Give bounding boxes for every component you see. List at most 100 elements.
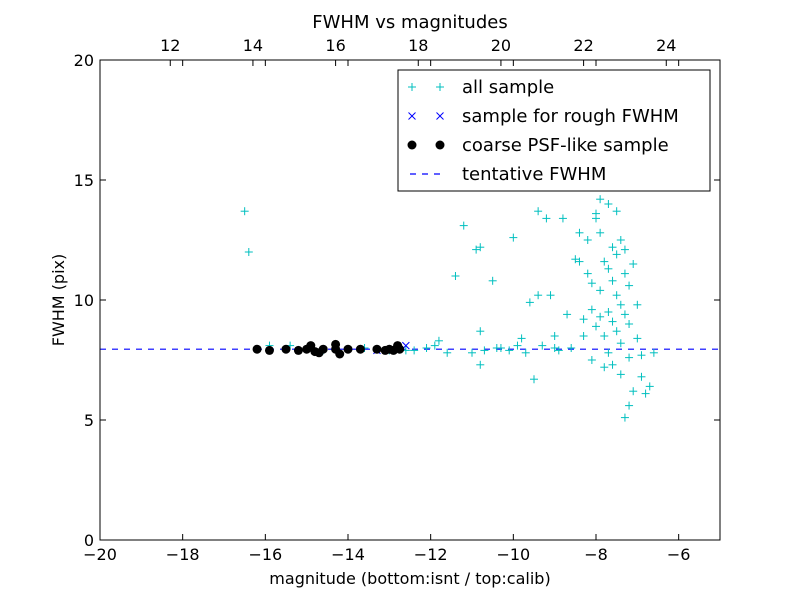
- all-sample-point: [620, 310, 629, 319]
- all-sample-point: [488, 276, 497, 285]
- coarse-psf-point: [343, 344, 353, 354]
- all-sample-point: [596, 286, 605, 295]
- all-sample-point: [244, 248, 253, 256]
- all-sample-point: [563, 310, 572, 319]
- all-sample-point: [550, 332, 559, 340]
- all-sample-point: [521, 348, 530, 357]
- coarse-psf-point: [355, 344, 365, 354]
- all-sample-point: [596, 195, 605, 204]
- all-sample-point: [616, 339, 625, 348]
- all-sample-point: [476, 243, 485, 252]
- all-sample-point: [542, 214, 551, 223]
- all-sample-point: [430, 341, 439, 350]
- coarse-psf-point: [264, 345, 274, 355]
- all-sample-point: [604, 348, 613, 357]
- all-sample-point: [583, 269, 592, 278]
- y-tick-label: 20: [74, 51, 94, 70]
- all-sample-point: [612, 250, 621, 259]
- all-sample-point: [434, 336, 443, 345]
- all-sample-point: [579, 315, 588, 324]
- all-sample-point: [468, 348, 476, 357]
- legend-marker: [436, 112, 444, 120]
- all-sample-point: [641, 389, 650, 398]
- all-sample-point: [629, 260, 638, 268]
- all-sample-point: [592, 322, 600, 331]
- all-sample-point: [472, 245, 481, 254]
- all-sample-point: [604, 308, 613, 316]
- all-sample-point: [451, 272, 460, 280]
- all-sample-point: [530, 375, 538, 384]
- all-sample-point: [608, 276, 617, 285]
- all-sample-point: [600, 363, 609, 372]
- all-sample-point: [513, 341, 522, 350]
- top-tick-label: 22: [573, 36, 593, 55]
- all-sample-point: [517, 334, 526, 343]
- coarse-psf-point: [281, 344, 291, 354]
- all-sample-point: [534, 291, 543, 300]
- all-sample-point: [587, 305, 596, 314]
- all-sample-point: [422, 344, 431, 352]
- all-sample-point: [596, 228, 605, 237]
- all-sample-point: [240, 207, 249, 216]
- all-sample-point: [583, 236, 592, 244]
- all-sample-point: [616, 300, 625, 309]
- all-sample-point: [496, 344, 505, 352]
- all-sample-point: [649, 348, 658, 357]
- legend-marker: [408, 112, 416, 120]
- plot-content: [100, 195, 720, 422]
- chart-title: FWHM vs magnitudes: [312, 12, 507, 33]
- all-sample-point: [558, 214, 567, 223]
- all-sample-point: [509, 233, 518, 242]
- top-tick-label: 14: [243, 36, 263, 55]
- all-sample-point: [629, 387, 638, 396]
- all-sample-point: [625, 401, 634, 410]
- legend-label-coarse-psf: coarse PSF-like sample: [462, 135, 669, 156]
- all-sample-point: [538, 341, 547, 350]
- legend-marker: [436, 83, 444, 91]
- all-sample-point: [600, 257, 609, 266]
- y-tick-label: 5: [84, 411, 94, 430]
- x-tick-label: −20: [83, 545, 117, 564]
- all-sample-point: [476, 360, 485, 369]
- legend-label-tentative-fwhm: tentative FWHM: [462, 164, 606, 185]
- x-axis-label: magnitude (bottom:isnt / top:calib): [269, 569, 550, 588]
- all-sample-point: [534, 207, 543, 216]
- all-sample-point: [616, 370, 625, 379]
- all-sample-point: [625, 281, 634, 290]
- coarse-psf-point: [293, 345, 303, 355]
- all-sample-point: [637, 351, 646, 360]
- all-sample-point: [633, 334, 642, 343]
- legend-marker: [408, 83, 416, 91]
- x-tick-label: −8: [584, 545, 608, 564]
- all-sample-point: [616, 236, 625, 244]
- all-sample-point: [575, 228, 584, 237]
- y-tick-label: 10: [74, 291, 94, 310]
- legend-markers: [407, 83, 445, 175]
- coarse-psf-point: [335, 349, 345, 359]
- all-sample-point: [579, 332, 588, 340]
- top-tick-label: 20: [491, 36, 511, 55]
- x-tick-label: −14: [331, 545, 365, 564]
- top-tick-label: 12: [160, 36, 180, 55]
- all-sample-point: [554, 346, 563, 355]
- coarse-psf-point: [318, 344, 328, 354]
- all-sample-point: [625, 320, 634, 328]
- all-sample-point: [587, 279, 596, 288]
- all-sample-point: [608, 360, 617, 369]
- all-sample-point: [612, 291, 621, 300]
- all-sample-point: [600, 332, 609, 340]
- all-sample-point: [620, 269, 629, 278]
- all-sample-point: [443, 348, 452, 357]
- all-sample-point: [567, 344, 576, 352]
- all-sample-point: [633, 300, 642, 309]
- all-sample-point: [596, 312, 605, 321]
- all-sample-point: [608, 317, 617, 326]
- legend-marker: [435, 140, 445, 150]
- all-sample-point: [571, 255, 580, 264]
- all-sample-point: [476, 327, 485, 336]
- all-sample-point: [620, 413, 629, 422]
- all-sample-point: [550, 344, 559, 352]
- all-sample-point: [612, 327, 621, 336]
- all-sample-point: [620, 245, 629, 254]
